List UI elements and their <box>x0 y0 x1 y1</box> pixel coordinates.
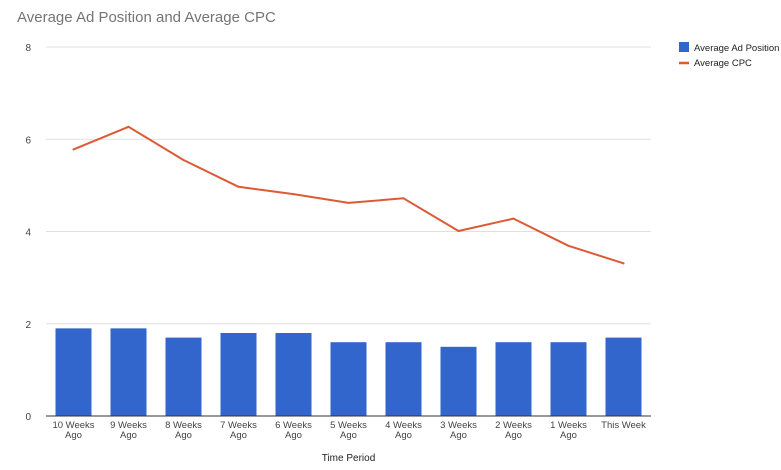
x-tick-label: Ago <box>560 430 577 441</box>
x-tick-label: Ago <box>120 430 137 441</box>
bar-average-ad-position <box>220 332 257 416</box>
x-tick-label: 5 Weeks <box>330 420 367 431</box>
line-point-average-cpc <box>182 159 185 162</box>
line-point-average-cpc <box>347 201 350 204</box>
y-tick-label: 6 <box>25 135 31 146</box>
x-tick-label: Ago <box>340 430 357 441</box>
bar-average-ad-position <box>165 337 202 416</box>
x-tick-label: 1 Weeks <box>550 420 587 431</box>
x-tick-label: Ago <box>285 430 302 441</box>
x-tick-label: Ago <box>230 430 247 441</box>
line-point-average-cpc <box>402 197 405 200</box>
y-tick-label: 2 <box>25 320 31 331</box>
chart-title: Average Ad Position and Average CPC <box>17 9 276 26</box>
bar-average-ad-position <box>330 342 367 416</box>
bar-average-ad-position <box>110 328 147 416</box>
line-point-average-cpc <box>72 148 75 151</box>
bar-average-ad-position <box>275 332 312 416</box>
y-tick-label: 8 <box>25 43 31 54</box>
x-tick-label: 8 Weeks <box>165 420 202 431</box>
line-point-average-cpc <box>237 185 240 188</box>
y-tick-label: 0 <box>25 412 31 423</box>
x-tick-label: This Week <box>601 420 646 431</box>
x-axis-title: Time Period <box>322 453 376 464</box>
bar-average-ad-position <box>550 342 587 416</box>
x-tick-label: 6 Weeks <box>275 420 312 431</box>
bar-average-ad-position <box>605 337 642 416</box>
x-tick-label: Ago <box>65 430 82 441</box>
line-point-average-cpc <box>512 217 515 220</box>
x-tick-label: Ago <box>505 430 522 441</box>
x-tick-label: 2 Weeks <box>495 420 532 431</box>
x-tick-label: 9 Weeks <box>110 420 147 431</box>
x-tick-label: 10 Weeks <box>52 420 94 431</box>
y-tick-label: 4 <box>25 228 31 239</box>
legend-label-average-cpc: Average CPC <box>694 58 752 69</box>
line-point-average-cpc <box>622 262 625 265</box>
line-point-average-cpc <box>567 244 570 247</box>
bar-average-ad-position <box>495 342 532 416</box>
line-point-average-cpc <box>292 193 295 196</box>
x-tick-label: 4 Weeks <box>385 420 422 431</box>
line-point-average-cpc <box>127 125 130 128</box>
x-tick-label: Ago <box>450 430 467 441</box>
bar-average-ad-position <box>385 342 422 416</box>
x-tick-label: 7 Weeks <box>220 420 257 431</box>
legend-swatch-average-ad-position <box>679 42 689 52</box>
x-tick-label: Ago <box>175 430 192 441</box>
bar-average-ad-position <box>55 328 92 416</box>
x-tick-label: Ago <box>395 430 412 441</box>
bar-average-ad-position <box>440 346 477 416</box>
series-line-average-cpc <box>72 125 625 265</box>
x-tick-label: 3 Weeks <box>440 420 477 431</box>
line-point-average-cpc <box>457 230 460 233</box>
legend-label-average-ad-position: Average Ad Position <box>694 43 779 54</box>
